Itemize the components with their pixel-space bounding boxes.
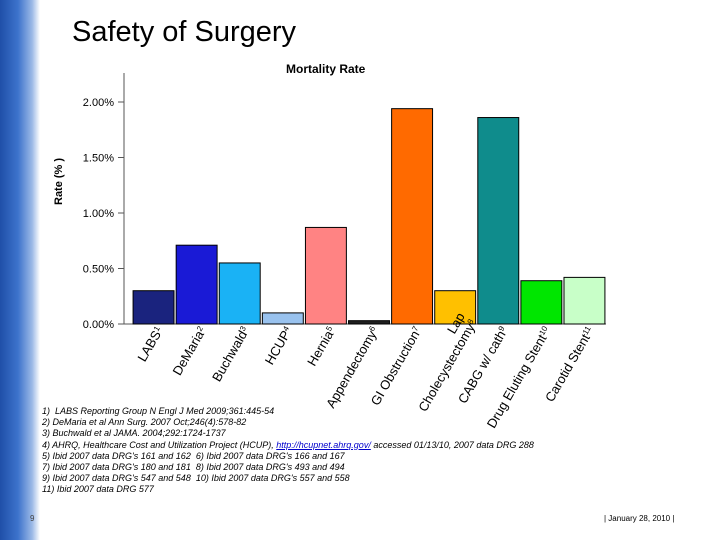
bar-lap-cholecystectomy8 [434,290,477,325]
footnote-6: 7) Ibid 2007 data DRG's 180 and 181 8) I… [42,462,345,473]
y-tick-label: 0.00% [83,319,114,331]
bar-gi-obstruction7 [391,108,434,325]
slide-title: Safety of Surgery [72,16,297,48]
x-tick-label: Buchwald3 [209,324,253,385]
bar-hernia5 [304,226,347,325]
x-tick-label: Carotid Stent11 [542,324,597,405]
x-tick-label: DeMaria2 [169,324,209,378]
chart-title: Mortality Rate [286,62,366,76]
bar-hcup4 [261,312,304,325]
y-tick-label: 1.00% [83,208,114,220]
hcup-link[interactable]: http://hcupnet.ahrq.gov/ [276,439,371,450]
x-tick-label: HCUP4 [262,324,296,368]
bar-appendectomy6 [348,320,390,325]
bar-labs1 [132,290,175,325]
footnote-3: 3) Buchwald et al JAMA. 2004;292:1724-17… [42,428,226,439]
bar-drug-eluting-stent10 [520,280,563,325]
footnote-1: 1) LABS Reporting Group N Engl J Med 200… [42,406,275,416]
footnote-7: 9) Ibid 2007 data DRG's 547 and 548 10) … [42,473,350,484]
bar-buchwald3 [218,262,261,325]
x-tick-label: LABS1 [134,324,166,365]
bar-cabg-w-cath9 [477,117,520,325]
footer-date: | January 28, 2010 | [604,514,675,523]
bar-demaria2 [175,244,218,325]
y-axis-label: Rate (% ) [53,158,65,205]
footnote-5: 5) Ibid 2007 data DRG's 161 and 162 6) I… [42,450,345,461]
y-tick-label: 0.50% [83,264,114,276]
footnote-2: 2) DeMaria et al Ann Surg. 2007 Oct;246(… [42,417,247,428]
bar-carotid-stent11 [563,276,606,325]
sidebar-gradient [0,0,40,540]
footnote-4: 4) AHRQ, Healthcare Cost and Utilization… [42,439,534,450]
y-tick-label: 1.50% [83,153,114,165]
footnote-8: 11) Ibid 2007 data DRG 577 [42,484,154,495]
y-tick-label: 2.00% [83,97,114,109]
footnotes: 1) LABS Reporting Group N Engl J Med 200… [42,406,534,496]
page-number: 9 [30,514,35,523]
x-tick-label: Hernia5 [304,324,339,369]
